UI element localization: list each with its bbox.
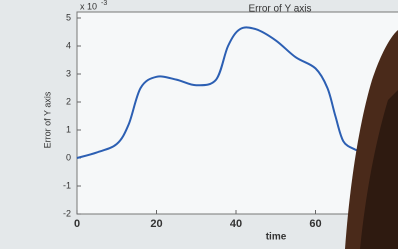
y-tick-label: -2 — [63, 208, 71, 218]
plot-area — [77, 12, 398, 214]
y-tick-label: 4 — [66, 40, 71, 50]
y-multiplier: x 10 — [80, 1, 97, 11]
y-tick-label: 3 — [66, 68, 71, 78]
x-tick-label: 20 — [150, 218, 162, 230]
y-axis-label: Error of Y axis — [42, 91, 52, 148]
y-tick-label: 1 — [66, 124, 71, 134]
page: {"chart_data": {"type": "line", "title":… — [0, 0, 398, 249]
y-multiplier-exponent: -3 — [101, 0, 107, 7]
y-tick-label: 5 — [66, 12, 71, 22]
y-tick-label: 2 — [66, 96, 71, 106]
x-tick-label: 40 — [230, 218, 242, 230]
x-tick-label: 60 — [309, 218, 321, 230]
chart: Error of Y axis Error of Y axis time x 1… — [0, 0, 398, 249]
y-tick-label: -1 — [63, 180, 71, 190]
x-tick-label: 0 — [74, 218, 80, 230]
x-axis-label: time — [266, 232, 287, 243]
y-tick-label: 0 — [66, 152, 71, 162]
chart-title: Error of Y axis — [249, 4, 312, 15]
